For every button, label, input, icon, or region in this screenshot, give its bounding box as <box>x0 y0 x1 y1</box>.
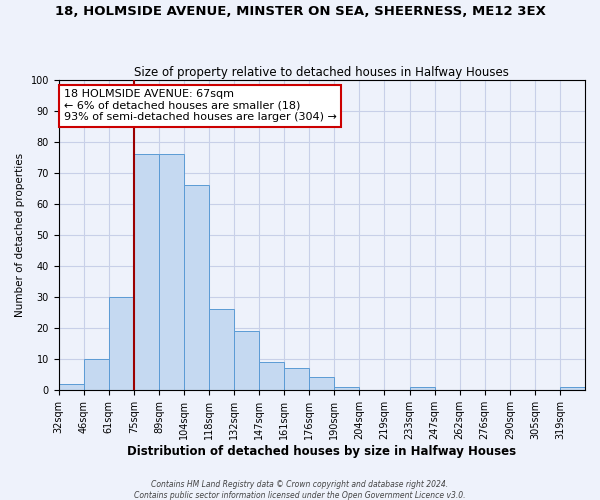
Bar <box>334 386 359 390</box>
Bar <box>184 185 209 390</box>
Bar <box>159 154 184 390</box>
Text: 18 HOLMSIDE AVENUE: 67sqm
← 6% of detached houses are smaller (18)
93% of semi-d: 18 HOLMSIDE AVENUE: 67sqm ← 6% of detach… <box>64 89 337 122</box>
Bar <box>84 359 109 390</box>
Text: 18, HOLMSIDE AVENUE, MINSTER ON SEA, SHEERNESS, ME12 3EX: 18, HOLMSIDE AVENUE, MINSTER ON SEA, SHE… <box>55 5 545 18</box>
Bar <box>560 386 585 390</box>
Bar <box>410 386 434 390</box>
Bar <box>259 362 284 390</box>
Bar <box>284 368 309 390</box>
Title: Size of property relative to detached houses in Halfway Houses: Size of property relative to detached ho… <box>134 66 509 78</box>
Bar <box>59 384 84 390</box>
Bar <box>109 297 134 390</box>
Bar <box>134 154 159 390</box>
Bar <box>209 309 234 390</box>
Bar <box>309 378 334 390</box>
Y-axis label: Number of detached properties: Number of detached properties <box>15 152 25 317</box>
Bar <box>234 331 259 390</box>
X-axis label: Distribution of detached houses by size in Halfway Houses: Distribution of detached houses by size … <box>127 444 517 458</box>
Text: Contains HM Land Registry data © Crown copyright and database right 2024.
Contai: Contains HM Land Registry data © Crown c… <box>134 480 466 500</box>
